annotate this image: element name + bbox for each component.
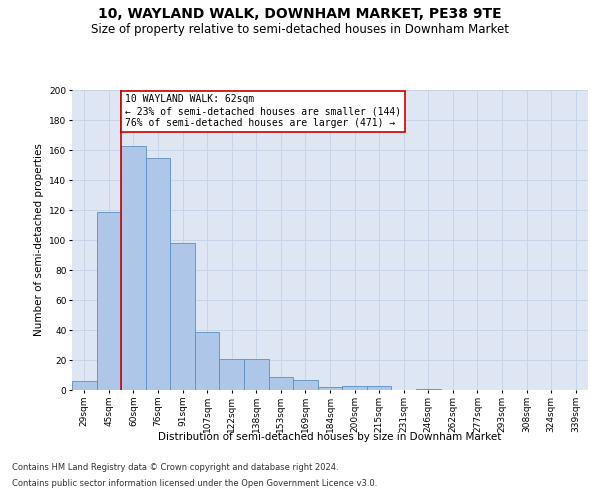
Bar (416, 388, 440, 390)
Y-axis label: Number of semi-detached properties: Number of semi-detached properties (34, 144, 44, 336)
Bar (97, 212, 121, 390)
Bar (195, 332, 220, 390)
Text: 10, WAYLAND WALK, DOWNHAM MARKET, PE38 9TE: 10, WAYLAND WALK, DOWNHAM MARKET, PE38 9… (98, 8, 502, 22)
Bar (170, 243, 195, 390)
Bar (220, 358, 244, 390)
Bar (244, 358, 269, 390)
Text: Size of property relative to semi-detached houses in Downham Market: Size of property relative to semi-detach… (91, 22, 509, 36)
Text: Contains HM Land Registry data © Crown copyright and database right 2024.: Contains HM Land Registry data © Crown c… (12, 464, 338, 472)
Bar (293, 380, 318, 390)
Bar (367, 386, 391, 390)
Bar (121, 146, 146, 390)
Text: 10 WAYLAND WALK: 62sqm
← 23% of semi-detached houses are smaller (144)
76% of se: 10 WAYLAND WALK: 62sqm ← 23% of semi-det… (125, 94, 401, 128)
Text: Distribution of semi-detached houses by size in Downham Market: Distribution of semi-detached houses by … (158, 432, 502, 442)
Bar (342, 386, 367, 390)
Text: Contains public sector information licensed under the Open Government Licence v3: Contains public sector information licen… (12, 478, 377, 488)
Bar (318, 387, 342, 390)
Bar (269, 376, 293, 390)
Bar (146, 158, 170, 390)
Bar (72, 381, 97, 390)
